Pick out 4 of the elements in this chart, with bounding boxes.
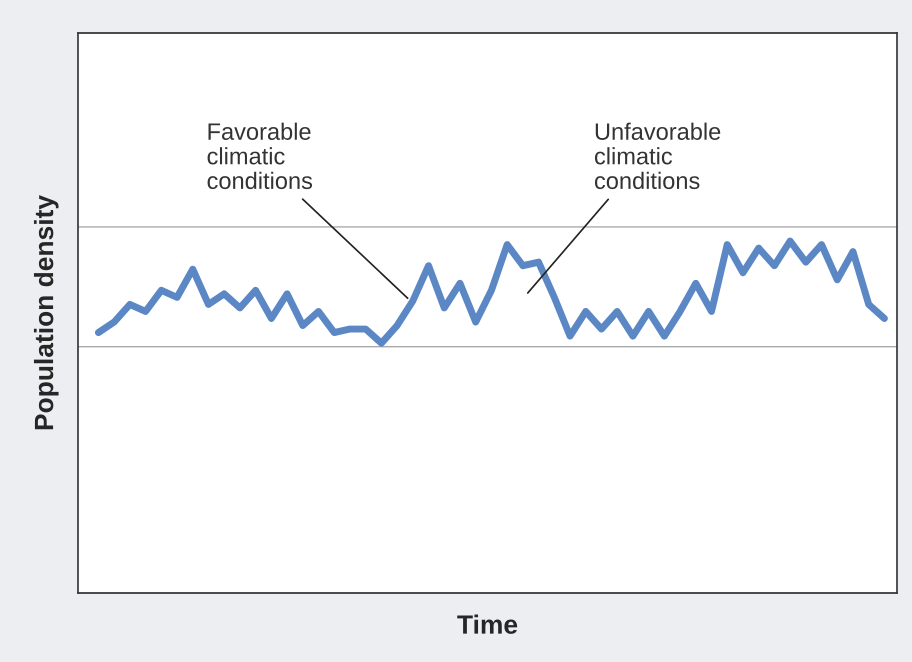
y-axis-title: Population density <box>34 195 59 430</box>
text: Unfavorable climatic conditions <box>594 122 720 190</box>
text: Favorable climatic conditions <box>208 122 312 190</box>
x-axis-title: Time <box>457 614 518 634</box>
